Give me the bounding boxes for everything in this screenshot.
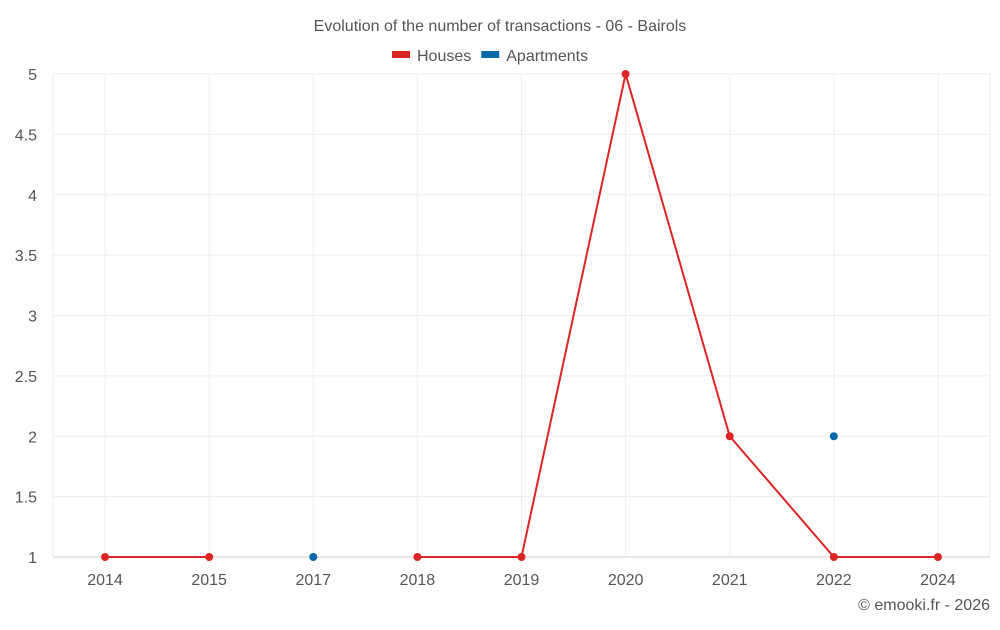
legend-label: Apartments xyxy=(506,48,588,65)
x-tick-label: 2014 xyxy=(87,572,123,589)
y-tick-label: 2 xyxy=(28,429,37,446)
data-point-houses xyxy=(621,70,630,78)
data-point-houses xyxy=(101,553,110,561)
x-tick-label: 2017 xyxy=(295,572,331,589)
y-tick-label: 5 xyxy=(28,67,37,84)
x-tick-label: 2020 xyxy=(608,572,644,589)
x-tick-label: 2015 xyxy=(191,572,227,589)
x-tick-label: 2021 xyxy=(712,572,748,589)
y-tick-label: 3 xyxy=(28,309,37,326)
y-tick-label: 4.5 xyxy=(15,127,37,144)
data-point-houses xyxy=(933,553,942,561)
y-tick-label: 2.5 xyxy=(15,369,37,386)
data-point-houses xyxy=(725,432,734,441)
data-point-houses xyxy=(829,553,838,561)
chart-title: Evolution of the number of transactions … xyxy=(314,18,687,35)
credit-text: © emooki.fr - 2026 xyxy=(858,597,990,614)
y-tick-label: 3.5 xyxy=(15,248,37,265)
data-point-apartments xyxy=(309,553,318,561)
series-line-houses xyxy=(417,73,938,558)
legend-swatch xyxy=(481,51,500,58)
data-point-apartments xyxy=(829,432,838,441)
y-tick-label: 4 xyxy=(28,188,37,205)
x-tick-label: 2019 xyxy=(504,572,540,589)
x-tick-label: 2024 xyxy=(920,572,956,589)
data-point-houses xyxy=(517,553,526,561)
data-point-houses xyxy=(205,553,214,561)
x-tick-label: 2022 xyxy=(816,572,852,589)
legend-label: Houses xyxy=(417,48,471,65)
x-tick-label: 2018 xyxy=(400,572,436,589)
data-point-houses xyxy=(413,553,422,561)
legend-swatch xyxy=(392,51,410,58)
y-tick-label: 1 xyxy=(28,550,37,567)
y-tick-label: 1.5 xyxy=(15,490,37,507)
